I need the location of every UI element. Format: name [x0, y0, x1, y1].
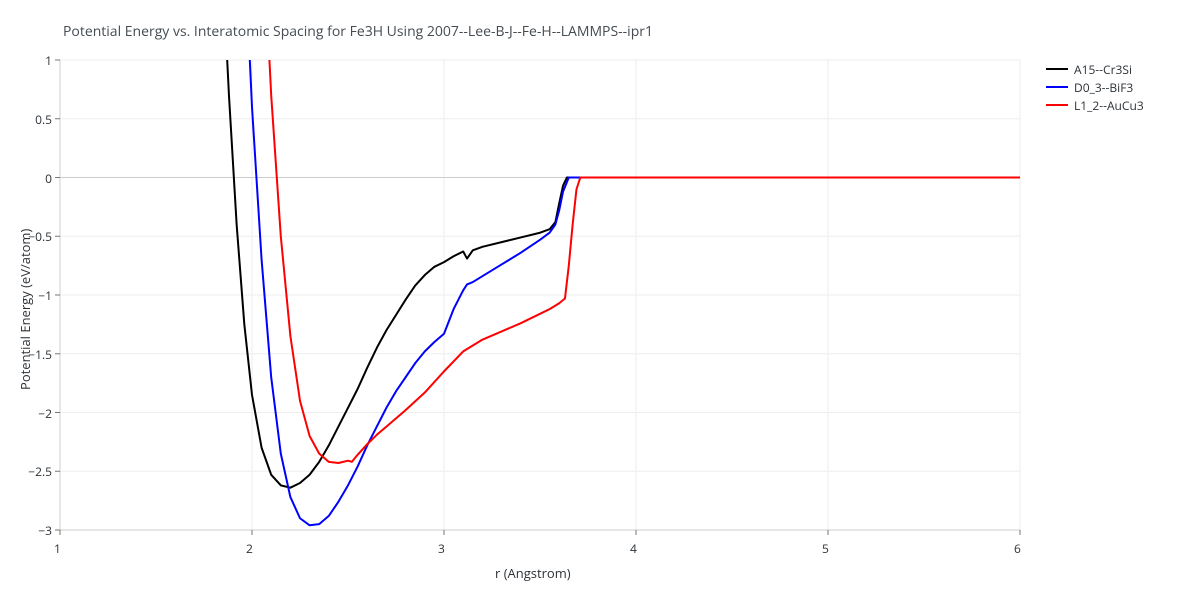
y-tick: 0 [12, 170, 52, 187]
legend-swatch [1046, 104, 1068, 106]
y-tick: −2 [12, 405, 52, 422]
chart-title: Potential Energy vs. Interatomic Spacing… [63, 22, 653, 41]
y-axis-label: Potential Energy (eV/atom) [16, 229, 34, 390]
y-tick: −0.5 [12, 228, 52, 245]
x-tick: 4 [630, 540, 637, 557]
series-L1_2--AuCu3 [256, 0, 1020, 463]
y-tick: −1 [12, 287, 52, 304]
series-D0_3--BiF3 [237, 0, 1020, 525]
legend-label: A15--Cr3Si [1074, 61, 1132, 78]
legend: A15--Cr3SiD0_3--BiF3L1_2--AuCu3 [1046, 60, 1144, 114]
legend-label: L1_2--AuCu3 [1074, 97, 1144, 114]
legend-item[interactable]: L1_2--AuCu3 [1046, 96, 1144, 114]
x-tick: 1 [54, 540, 61, 557]
x-tick: 3 [438, 540, 445, 557]
y-tick: −3 [12, 522, 52, 539]
legend-item[interactable]: D0_3--BiF3 [1046, 78, 1144, 96]
legend-swatch [1046, 68, 1068, 70]
line-chart [0, 0, 1200, 600]
chart-container: { "title": "Potential Energy vs. Interat… [0, 0, 1200, 600]
y-tick: 1 [12, 52, 52, 69]
legend-item[interactable]: A15--Cr3Si [1046, 60, 1144, 78]
x-axis-label: r (Angstrom) [495, 564, 571, 582]
x-tick: 5 [822, 540, 829, 557]
x-tick: 2 [246, 540, 253, 557]
legend-swatch [1046, 86, 1068, 88]
y-tick: 0.5 [12, 111, 52, 128]
y-tick: −1.5 [12, 346, 52, 363]
y-tick: −2.5 [12, 463, 52, 480]
series-A15--Cr3Si [214, 0, 1020, 488]
x-tick: 6 [1014, 540, 1021, 557]
legend-label: D0_3--BiF3 [1074, 79, 1133, 96]
